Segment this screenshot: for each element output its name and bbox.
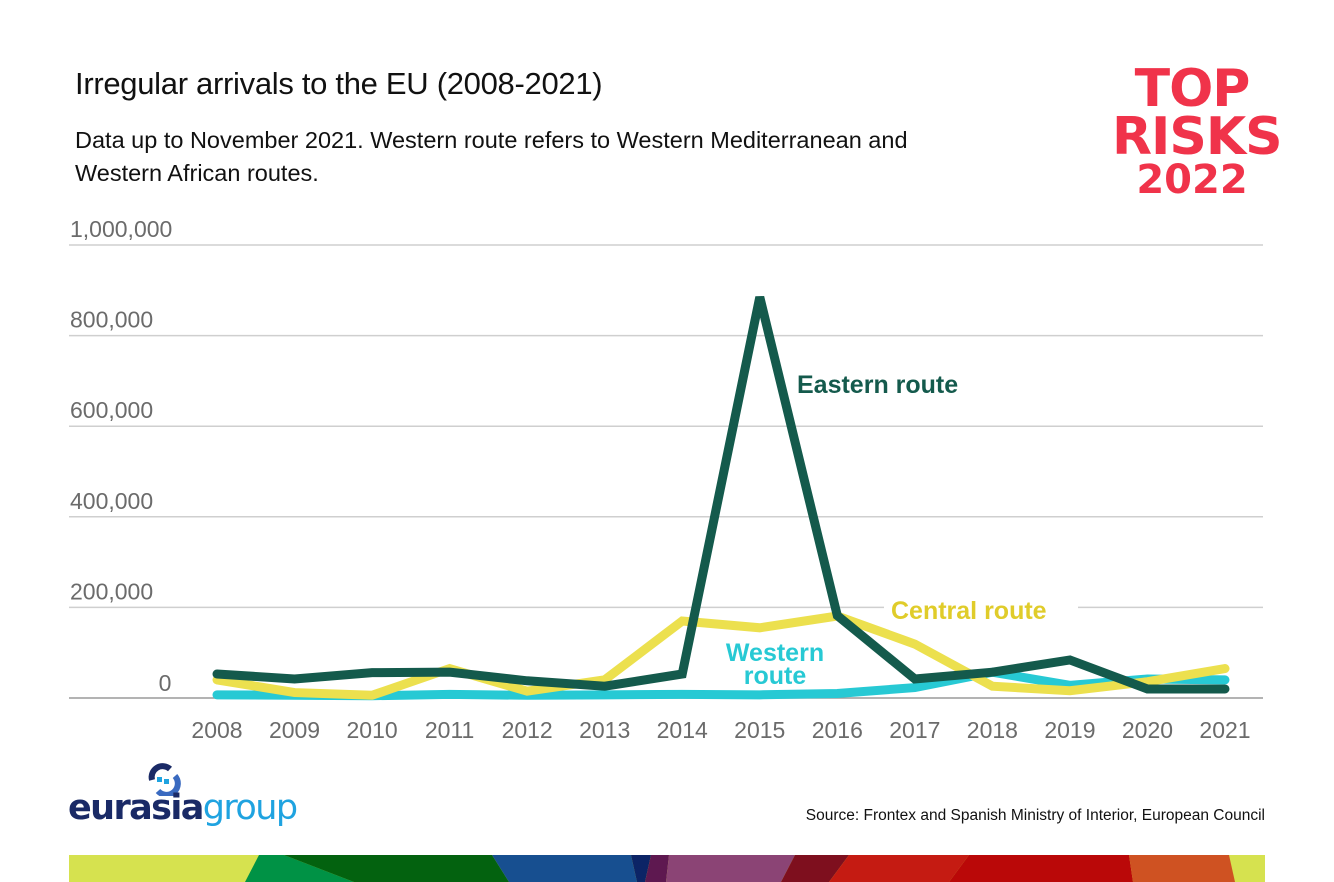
circular-arrows-icon bbox=[148, 763, 181, 796]
y-tick-label: 0 bbox=[159, 670, 172, 696]
x-tick-label: 2011 bbox=[425, 717, 474, 743]
x-tick-label: 2018 bbox=[967, 717, 1018, 743]
logo-text-eurasia: eurasia bbox=[68, 788, 204, 828]
x-tick-label: 2012 bbox=[502, 717, 553, 743]
x-tick-label: 2013 bbox=[579, 717, 630, 743]
x-tick-label: 2008 bbox=[191, 717, 242, 743]
logo-wordmark: eurasiagroup bbox=[68, 788, 298, 828]
series-line-eastern-route bbox=[212, 296, 1230, 694]
y-axis-ticks: 0 200,000 400,000 600,000 800,000 1,000,000 bbox=[70, 216, 172, 696]
x-tick-label: 2020 bbox=[1122, 717, 1173, 743]
x-axis-ticks: 2008 2009 2010 2011 2012 2013 2014 2015 2016 2017… bbox=[191, 717, 1250, 743]
brand-line-3: 2022 bbox=[1136, 156, 1248, 203]
label-western-route-line1: Western bbox=[726, 639, 824, 667]
brand-line-2: RISKS bbox=[1112, 106, 1283, 167]
x-tick-label: 2016 bbox=[812, 717, 863, 743]
label-central-route: Central route bbox=[891, 597, 1047, 625]
series-line-central-route bbox=[212, 611, 1230, 700]
chart-title: Irregular arrivals to the EU (2008-2021) bbox=[75, 66, 603, 101]
y-tick-label: 400,000 bbox=[70, 488, 153, 514]
x-tick-label: 2014 bbox=[657, 717, 708, 743]
top-risks-logo: TOP RISKS 2022 bbox=[1112, 59, 1283, 203]
x-tick-label: 2009 bbox=[269, 717, 320, 743]
series-lines bbox=[212, 296, 1230, 701]
source-note: Source: Frontex and Spanish Ministry of … bbox=[805, 807, 1265, 824]
chart-subtitle: Data up to November 2021. Western route … bbox=[75, 127, 908, 186]
label-western-route-line2: route bbox=[744, 662, 807, 690]
y-tick-label: 600,000 bbox=[70, 397, 153, 423]
brand-line-1: TOP bbox=[1134, 59, 1251, 119]
y-tick-label: 1,000,000 bbox=[70, 216, 172, 242]
label-eastern-route: Eastern route bbox=[797, 371, 958, 399]
x-tick-label: 2015 bbox=[734, 717, 785, 743]
y-tick-label: 200,000 bbox=[70, 578, 153, 604]
decorative-color-stripe bbox=[69, 855, 1265, 882]
y-tick-label: 800,000 bbox=[70, 307, 153, 333]
x-tick-label: 2017 bbox=[889, 717, 940, 743]
x-tick-label: 2021 bbox=[1199, 717, 1250, 743]
x-tick-label: 2019 bbox=[1044, 717, 1095, 743]
line-chart: 0 200,000 400,000 600,000 800,000 1,000,000 2… bbox=[69, 216, 1263, 743]
x-tick-label: 2010 bbox=[346, 717, 397, 743]
logo-text-group: group bbox=[202, 788, 298, 828]
